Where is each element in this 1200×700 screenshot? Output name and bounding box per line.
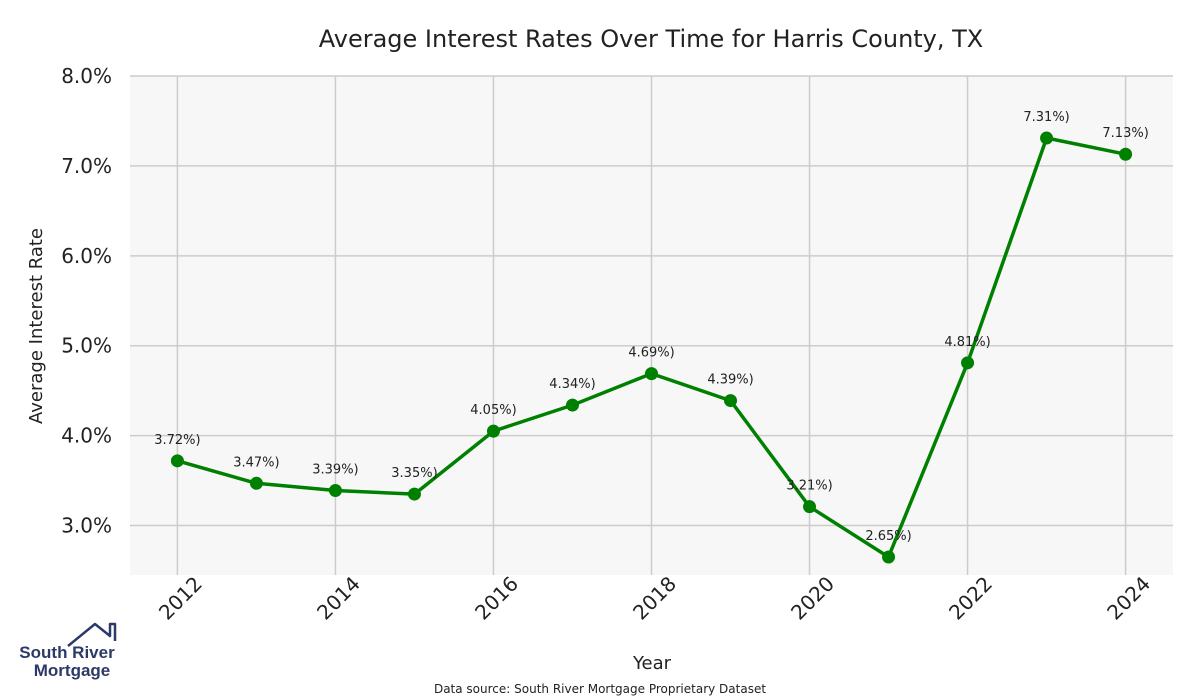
x-tick-label: 2022	[944, 572, 997, 625]
data-label: 4.81%)	[944, 335, 990, 350]
y-axis-ticks: 3.0% 4.0% 5.0% 6.0% 7.0% 8.0%	[61, 64, 112, 538]
x-tick-label: 2012	[154, 572, 207, 625]
data-point	[961, 356, 975, 370]
data-point	[486, 424, 500, 438]
data-point	[170, 454, 184, 468]
data-point	[1040, 131, 1054, 145]
y-tick-label: 5.0%	[61, 334, 112, 358]
data-labels: 3.72%) 3.47%) 3.39%) 3.35%) 4.05%) 4.34%) 4.69…	[154, 110, 1149, 544]
x-tick-label: 2018	[628, 572, 681, 625]
data-label: 4.69%)	[628, 346, 674, 361]
data-label: 3.39%)	[312, 462, 358, 477]
data-label: 4.34%)	[549, 377, 595, 392]
data-label: 4.39%)	[707, 373, 753, 388]
data-points	[170, 131, 1133, 564]
data-point	[724, 394, 738, 408]
y-axis-label: Average Interest Rate	[26, 228, 47, 424]
data-point	[249, 476, 263, 490]
data-label: 3.21%)	[786, 479, 832, 494]
grid	[130, 75, 1173, 575]
data-point	[882, 550, 896, 564]
data-label: 7.31%)	[1023, 110, 1069, 125]
x-axis-label: Year	[632, 653, 672, 674]
logo-text-line1: South River	[19, 643, 115, 662]
data-point	[645, 367, 658, 381]
x-tick-label: 2024	[1102, 572, 1155, 625]
data-point	[328, 483, 342, 497]
y-tick-label: 7.0%	[61, 154, 112, 178]
y-tick-label: 3.0%	[61, 514, 112, 538]
data-label: 7.13%)	[1102, 126, 1148, 141]
data-label: 3.72%)	[154, 433, 200, 448]
x-axis-ticks: 2012 2014 2016 2018 2020 2022 2024	[154, 572, 1155, 625]
chart-title: Average Interest Rates Over Time for Har…	[319, 25, 984, 53]
data-source-note: Data source: South River Mortgage Propri…	[434, 682, 766, 696]
x-tick-label: 2014	[312, 572, 365, 625]
x-tick-label: 2016	[470, 572, 523, 625]
data-point	[565, 398, 579, 412]
data-label: 3.47%)	[233, 455, 279, 470]
data-label: 4.05%)	[470, 403, 516, 418]
house-roof-icon	[67, 622, 117, 647]
data-label: 3.35%)	[391, 466, 437, 481]
data-point	[1119, 147, 1133, 161]
y-tick-label: 4.0%	[61, 424, 112, 448]
company-logo: South River Mortgage	[19, 622, 117, 680]
y-tick-label: 6.0%	[61, 244, 112, 268]
data-label: 2.65%)	[865, 529, 911, 544]
logo-text-line2: Mortgage	[34, 661, 111, 680]
data-point	[407, 487, 421, 501]
y-tick-label: 8.0%	[61, 64, 112, 88]
x-tick-label: 2020	[786, 572, 839, 625]
data-point	[803, 500, 817, 514]
